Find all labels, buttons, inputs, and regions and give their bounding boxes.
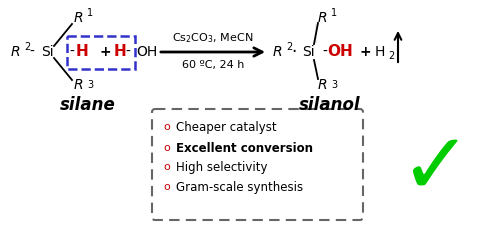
Bar [67,36,135,69]
Text: ✓: ✓ [399,128,471,212]
Text: Cs$_2$CO$_3$, MeCN: Cs$_2$CO$_3$, MeCN [172,31,254,45]
Text: 2: 2 [388,51,394,61]
Text: -: - [322,45,328,59]
Text: 2: 2 [24,42,30,52]
Text: Gram-scale synthesis: Gram-scale synthesis [176,180,303,194]
Text: OH: OH [136,45,157,59]
Text: H: H [76,45,88,59]
Text: 1: 1 [87,8,93,18]
Text: $R$: $R$ [10,45,20,59]
Text: -: - [126,45,130,59]
Text: $R$: $R$ [317,11,327,25]
Text: $R$: $R$ [317,78,327,92]
Text: ·: · [292,43,296,61]
Text: o: o [164,122,170,132]
Text: 60 ºC, 24 h: 60 ºC, 24 h [182,60,244,70]
Text: $R$: $R$ [272,45,282,59]
Text: Si: Si [40,45,54,59]
Text: Si: Si [302,45,314,59]
Text: +: + [359,45,371,59]
Text: 3: 3 [331,80,337,90]
Text: $R$: $R$ [73,11,83,25]
Text: Excellent conversion: Excellent conversion [176,142,313,155]
Text: +: + [99,45,111,59]
Text: o: o [164,182,170,192]
Text: 1: 1 [331,8,337,18]
Text: H: H [114,45,126,59]
Text: -: - [30,45,35,59]
Text: High selectivity: High selectivity [176,160,268,173]
Text: $R$: $R$ [73,78,83,92]
Text: Cheaper catalyst: Cheaper catalyst [176,121,276,133]
Text: o: o [164,143,170,153]
Text: OH: OH [327,45,353,59]
Text: 2: 2 [286,42,292,52]
Text: H: H [375,45,385,59]
Text: silanol: silanol [299,96,361,114]
Text: o: o [164,162,170,172]
Text: 3: 3 [87,80,93,90]
Text: silane: silane [60,96,116,114]
Text: -: - [70,45,74,59]
